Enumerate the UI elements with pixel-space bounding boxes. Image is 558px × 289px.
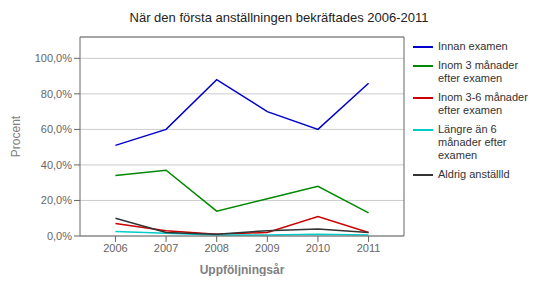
html-text:Aldrig anställld: Aldrig anställld (438, 168, 510, 180)
svg-text:2011: 2011 (357, 242, 381, 254)
svg-text:100,0%: 100,0% (35, 52, 73, 64)
svg-text:20,0%: 20,0% (41, 194, 72, 206)
html-text:Inom 3-6 månader efter examen: Inom 3-6 månader efter examen (438, 91, 528, 116)
svg-text:0,0%: 0,0% (47, 230, 72, 242)
svg-text:2010: 2010 (306, 242, 330, 254)
svg-text:80,0%: 80,0% (41, 88, 72, 100)
html-text:Längre än 6 månader efter exam: Längre än 6 månader efter examen (438, 123, 507, 161)
svg-text:2008: 2008 (204, 242, 228, 254)
svg-text:Uppföljningsår: Uppföljningsår (200, 263, 285, 276)
svg-text:60,0%: 60,0% (41, 123, 72, 135)
svg-text:40,0%: 40,0% (41, 159, 72, 171)
html-text:Innan examen: Innan examen (438, 40, 508, 52)
svg-text:2007: 2007 (154, 242, 178, 254)
svg-text:2006: 2006 (103, 242, 127, 254)
html-text:Inom 3 månader efter examen: Inom 3 månader efter examen (438, 59, 519, 84)
svg-text:2009: 2009 (255, 242, 279, 254)
html-text:När den första anställningen b: När den första anställningen bekräftades… (129, 10, 429, 25)
svg-text:Procent: Procent (9, 115, 23, 157)
